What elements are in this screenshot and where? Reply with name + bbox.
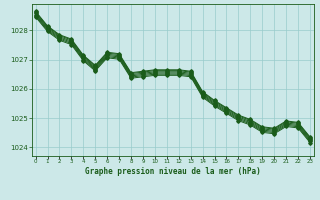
X-axis label: Graphe pression niveau de la mer (hPa): Graphe pression niveau de la mer (hPa) — [85, 167, 261, 176]
